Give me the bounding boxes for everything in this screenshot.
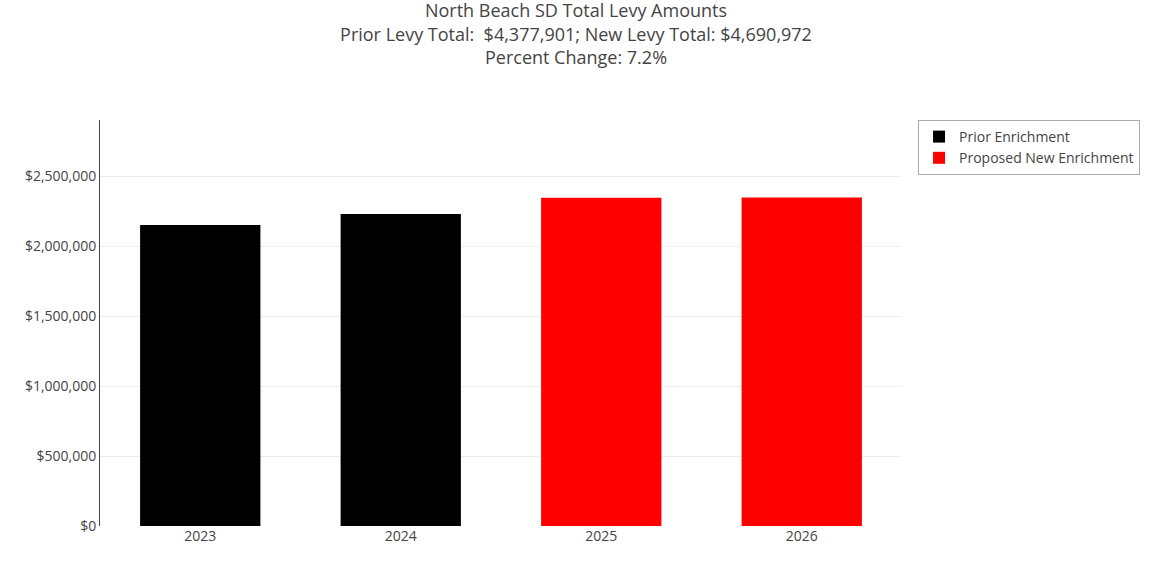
svg-text:$1,000,000: $1,000,000 [25,376,96,395]
svg-text:2025: 2025 [585,526,617,545]
svg-text:Proposed New Enrichment: Proposed New Enrichment [959,148,1134,167]
svg-text:Prior Enrichment: Prior Enrichment [959,127,1070,146]
svg-text:North Beach SD Total Levy Amou: North Beach SD Total Levy AmountsPrior L… [340,0,812,69]
svg-text:2024: 2024 [385,526,417,545]
svg-text:$2,500,000: $2,500,000 [25,166,96,185]
svg-text:$1,500,000: $1,500,000 [25,306,96,325]
svg-text:$2,000,000: $2,000,000 [25,236,96,255]
svg-text:$0: $0 [80,516,96,535]
svg-text:2023: 2023 [184,526,216,545]
svg-text:2026: 2026 [786,526,818,545]
svg-text:$500,000: $500,000 [37,446,97,465]
